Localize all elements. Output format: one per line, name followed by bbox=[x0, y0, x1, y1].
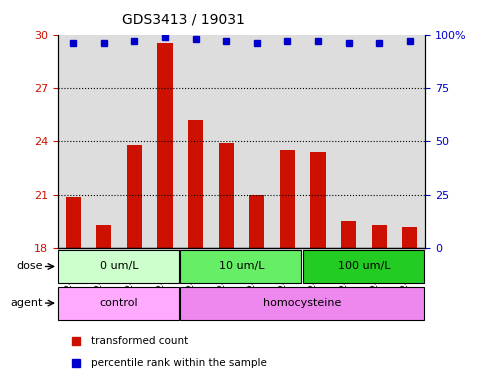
FancyBboxPatch shape bbox=[180, 250, 301, 283]
Text: 0 um/L: 0 um/L bbox=[100, 262, 139, 271]
Bar bbox=[127, 145, 142, 248]
Text: control: control bbox=[100, 298, 139, 308]
Bar bbox=[402, 227, 417, 248]
Text: transformed count: transformed count bbox=[91, 336, 188, 346]
Bar bbox=[249, 195, 265, 248]
Text: homocysteine: homocysteine bbox=[264, 298, 342, 308]
Bar bbox=[341, 222, 356, 248]
Text: 100 um/L: 100 um/L bbox=[338, 262, 390, 271]
Text: 10 um/L: 10 um/L bbox=[219, 262, 264, 271]
Bar bbox=[157, 43, 173, 248]
FancyBboxPatch shape bbox=[58, 250, 179, 283]
Bar bbox=[280, 150, 295, 248]
Bar bbox=[371, 225, 387, 248]
Bar bbox=[311, 152, 326, 248]
Text: agent: agent bbox=[10, 298, 43, 308]
FancyBboxPatch shape bbox=[180, 286, 424, 319]
FancyBboxPatch shape bbox=[58, 286, 179, 319]
Text: GDS3413 / 19031: GDS3413 / 19031 bbox=[122, 13, 245, 27]
Text: percentile rank within the sample: percentile rank within the sample bbox=[91, 358, 267, 367]
Bar bbox=[219, 143, 234, 248]
Bar bbox=[188, 120, 203, 248]
Bar bbox=[66, 197, 81, 248]
Bar bbox=[96, 225, 112, 248]
FancyBboxPatch shape bbox=[303, 250, 424, 283]
Text: dose: dose bbox=[16, 262, 43, 271]
